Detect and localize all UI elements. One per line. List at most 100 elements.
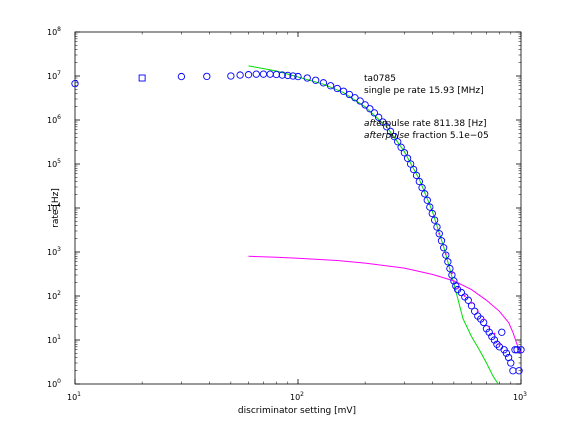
data-point-dot	[463, 295, 466, 297]
data-point-circle	[415, 177, 423, 186]
data-point-circle	[435, 230, 443, 238]
x-tick-exponent: 2	[300, 391, 304, 398]
y-tick-exponent: 2	[57, 290, 61, 297]
data-point-circle	[433, 223, 441, 231]
x-tick-base: 10	[513, 393, 523, 402]
data-point-circle	[71, 80, 79, 88]
data-point-circle	[394, 138, 402, 146]
data-point-circle	[517, 346, 525, 354]
data-point-circle	[284, 71, 292, 80]
x-axis-label: discriminator setting [mV]	[238, 406, 356, 416]
y-tick-label: 106	[47, 114, 61, 125]
y-tick-label: 103	[47, 246, 61, 257]
x-tick-exponent: 3	[523, 391, 527, 398]
data-point-circle	[428, 209, 436, 218]
y-tick-base: 10	[47, 204, 57, 213]
data-point-circle	[383, 123, 391, 131]
data-point-circle	[515, 367, 523, 375]
y-tick-base: 10	[47, 160, 57, 169]
y-tick-exponent: 1	[57, 334, 61, 341]
y-tick-exponent: 0	[57, 378, 61, 385]
data-point-circle	[390, 132, 398, 141]
data-point-circle	[502, 349, 511, 357]
data-point-circle	[431, 216, 439, 224]
annotation-afterpulse-rate-rest: pulse rate 811.38 [Hz]	[385, 119, 486, 129]
annotation-afterpulse-fraction-prefix: afterpulse	[364, 131, 410, 141]
y-tick-label: 107	[47, 70, 61, 81]
x-tick-base: 10	[67, 393, 77, 402]
annotation-afterpulse-rate-prefix: after	[364, 119, 387, 129]
data-point-circle	[437, 237, 446, 245]
data-point-dot	[498, 343, 501, 346]
y-tick-label: 104	[47, 202, 61, 213]
data-point-circle	[303, 74, 311, 82]
data-point-dot	[438, 232, 441, 235]
data-point-dot	[493, 332, 496, 335]
data-point-circle	[450, 277, 458, 285]
annotation-afterpulse-fraction-rest: fraction 5.1e−05	[410, 131, 489, 141]
data-point-circle	[418, 184, 426, 192]
annotation-single-pe-rate: single pe rate 15.93 [MHz]	[364, 86, 484, 96]
data-point-circle	[252, 70, 260, 78]
data-point-circle	[244, 71, 253, 79]
plot-area-frame	[74, 31, 522, 385]
data-point-circle	[386, 127, 395, 136]
data-point-circle	[442, 251, 450, 259]
y-tick-base: 10	[47, 292, 57, 301]
data-point-circle	[203, 72, 211, 81]
data-point-circle	[409, 165, 418, 174]
y-axis-label: rate [Hz]	[51, 188, 61, 228]
data-point-circle	[351, 94, 359, 102]
data-point-circle	[452, 282, 460, 290]
data-point-circle	[397, 143, 405, 151]
data-point-circle	[498, 328, 506, 336]
data-point-circle	[319, 79, 328, 87]
data-series	[71, 65, 525, 385]
data-point-circle	[490, 336, 499, 344]
data-point-circle	[339, 87, 348, 95]
data-point-dot	[456, 287, 459, 290]
data-point-circle	[326, 82, 335, 90]
y-tick-base: 10	[47, 248, 57, 257]
x-tick-label: 101	[67, 391, 81, 402]
y-tick-base: 10	[47, 28, 57, 37]
y-tick-base: 10	[47, 380, 57, 389]
data-point-circle	[236, 71, 244, 79]
annotation-afterpulse-fraction: afterpulse fraction 5.1e−05	[364, 131, 489, 141]
data-point-circle	[507, 359, 515, 367]
data-point-circle	[446, 264, 454, 273]
data-point-circle	[289, 72, 297, 80]
data-point-circle	[440, 244, 448, 252]
data-point-square	[138, 74, 146, 82]
data-point-dot	[444, 253, 447, 256]
y-tick-label: 101	[47, 334, 61, 345]
x-tick-base: 10	[290, 393, 300, 402]
x-tick-label: 102	[290, 391, 304, 402]
data-point-circle	[345, 90, 354, 99]
data-point-circle	[421, 190, 429, 198]
data-point-circle	[333, 84, 341, 93]
data-point-circle	[366, 105, 374, 113]
data-point-circle	[426, 203, 434, 211]
annotations: ta0785 single pe rate 15.93 [MHz] afterp…	[364, 74, 489, 141]
annotation-id: ta0785	[364, 74, 396, 84]
data-point-circle	[400, 149, 409, 157]
data-point-circle	[464, 296, 472, 304]
data-point-circle	[457, 288, 465, 297]
data-point-circle	[177, 72, 186, 81]
x-tick-label: 103	[513, 391, 527, 402]
y-tick-base: 10	[47, 116, 57, 125]
data-point-circle	[423, 196, 431, 204]
data-point-circle	[370, 109, 379, 117]
y-tick-base: 10	[47, 336, 57, 345]
data-point-circle	[294, 72, 302, 81]
data-point-circle	[375, 113, 383, 121]
y-tick-label: 108	[47, 26, 61, 37]
data-point-circle	[379, 118, 387, 126]
data-point-dot	[450, 272, 453, 275]
y-tick-exponent: 7	[57, 70, 61, 77]
data-point-circle	[412, 171, 421, 180]
data-point-dot	[476, 310, 479, 313]
y-tick-exponent: 5	[57, 158, 61, 165]
x-axis: 101 102 103	[67, 32, 527, 402]
